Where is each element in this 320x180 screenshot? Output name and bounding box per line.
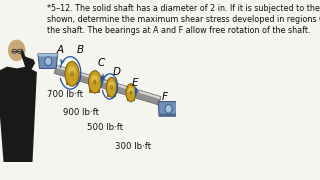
Text: D: D [113,67,121,77]
Ellipse shape [130,91,132,94]
Polygon shape [38,54,58,68]
Text: 500 lb·ft: 500 lb·ft [87,123,123,132]
Ellipse shape [111,86,112,89]
Text: B: B [76,45,84,55]
Ellipse shape [128,87,133,94]
Ellipse shape [165,104,172,113]
Ellipse shape [89,71,101,93]
Ellipse shape [94,80,96,84]
Text: 700 lb·ft: 700 lb·ft [46,90,83,99]
Polygon shape [127,99,135,101]
Text: 900 lb·ft: 900 lb·ft [63,108,99,117]
Ellipse shape [45,57,52,66]
Ellipse shape [109,81,115,88]
Ellipse shape [106,77,117,97]
Polygon shape [38,54,58,57]
Text: E: E [132,78,139,88]
Polygon shape [54,68,160,105]
Text: F: F [161,92,167,102]
Text: C: C [97,58,105,68]
Ellipse shape [68,66,76,75]
Ellipse shape [126,84,136,102]
Ellipse shape [92,75,98,83]
Polygon shape [66,82,78,85]
Polygon shape [0,67,37,162]
Ellipse shape [65,62,79,86]
Ellipse shape [71,72,73,76]
Polygon shape [158,102,177,116]
Polygon shape [107,94,116,97]
Polygon shape [159,114,177,116]
Ellipse shape [8,40,26,61]
Text: 300 lb·ft: 300 lb·ft [115,142,151,151]
Text: A: A [57,45,64,55]
Polygon shape [56,65,161,99]
Polygon shape [90,89,100,93]
Polygon shape [20,49,35,76]
Text: *5–12. The solid shaft has a diameter of 2 in. If it is subjected to the torques: *5–12. The solid shaft has a diameter of… [47,4,320,35]
